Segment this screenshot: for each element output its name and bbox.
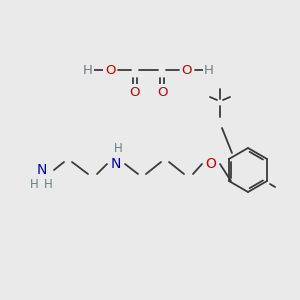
Text: O: O	[182, 64, 192, 76]
Text: H: H	[44, 178, 52, 190]
Text: H: H	[83, 64, 93, 76]
Text: H: H	[204, 64, 214, 76]
Text: H: H	[30, 178, 38, 190]
Text: N: N	[37, 163, 47, 177]
Text: O: O	[105, 64, 115, 76]
Text: O: O	[206, 157, 216, 171]
Text: H: H	[114, 142, 122, 155]
Text: O: O	[157, 85, 167, 98]
Text: O: O	[130, 85, 140, 98]
Text: N: N	[111, 157, 121, 171]
